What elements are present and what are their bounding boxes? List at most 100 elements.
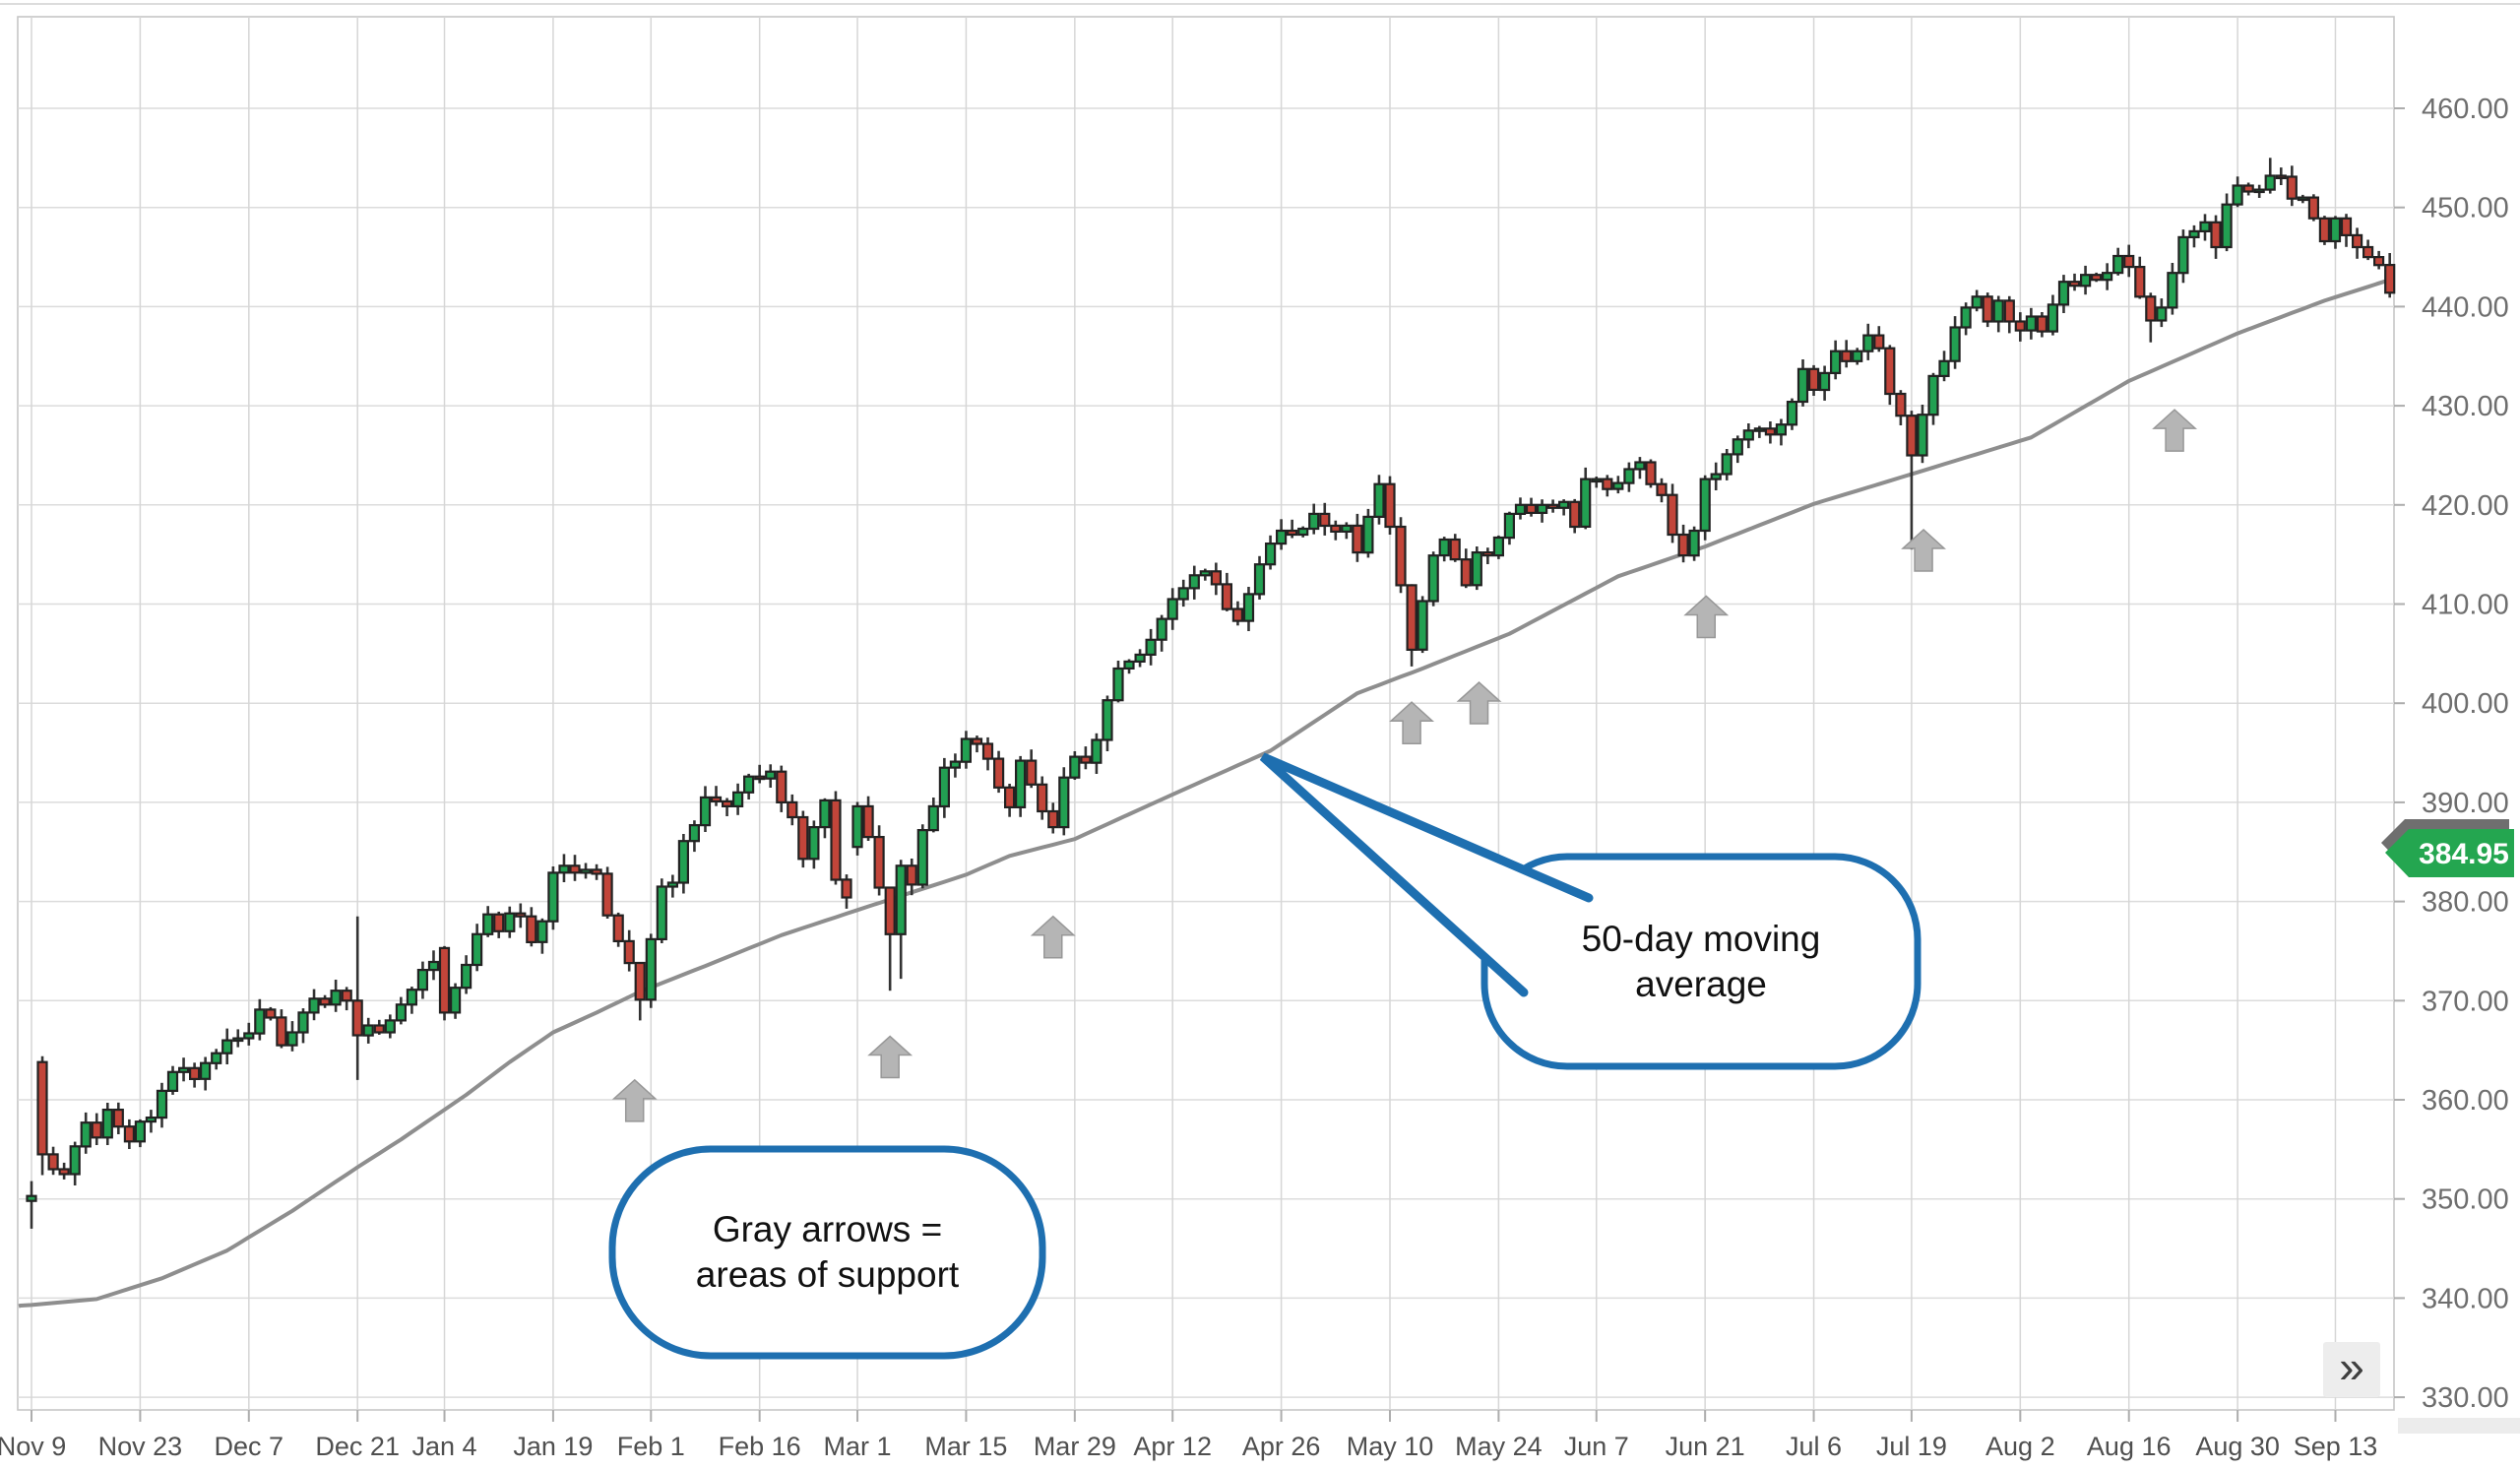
candle-body xyxy=(916,828,928,886)
candle-body xyxy=(351,999,363,1037)
y-axis-label: 450.00 xyxy=(2422,193,2509,224)
candle-body xyxy=(949,760,962,769)
candle-body xyxy=(254,1008,266,1035)
candle-body xyxy=(1286,529,1298,537)
candle-body xyxy=(91,1121,102,1139)
candle-body xyxy=(1471,550,1482,587)
x-axis-label: Jul 6 xyxy=(1786,1432,1842,1461)
ma50-line xyxy=(18,278,2391,1309)
candle-body xyxy=(265,1008,277,1019)
candle-body xyxy=(1841,350,1853,362)
candle-body xyxy=(69,1145,81,1176)
candle-body xyxy=(1069,755,1081,779)
candle-body xyxy=(1308,512,1320,531)
candle-body xyxy=(2264,174,2276,191)
candle-body xyxy=(80,1121,92,1148)
candle-body xyxy=(2177,235,2189,275)
y-axis-label: 440.00 xyxy=(2422,291,2509,323)
y-axis-label: 330.00 xyxy=(2422,1382,2509,1414)
candle-body xyxy=(2199,221,2211,233)
x-axis-label: Feb 16 xyxy=(719,1432,801,1461)
up-arrow-icon xyxy=(1030,915,1076,959)
y-axis-label: 460.00 xyxy=(2422,94,2509,125)
y-axis-label: 430.00 xyxy=(2422,391,2509,422)
candle-body xyxy=(895,864,907,935)
candle-body xyxy=(1210,570,1223,586)
candle-body xyxy=(601,872,613,917)
candle-body xyxy=(1188,574,1200,590)
candle-body xyxy=(1264,542,1277,566)
y-axis-label: 380.00 xyxy=(2422,887,2509,919)
candle-body xyxy=(721,799,733,808)
candle-body xyxy=(981,742,994,760)
candle-body xyxy=(797,815,809,861)
up-arrow-icon xyxy=(1456,681,1502,725)
candle-body xyxy=(2036,315,2048,333)
candle-body xyxy=(2102,272,2113,282)
candle-body xyxy=(2373,256,2385,267)
x-axis-label: Apr 26 xyxy=(1242,1432,1321,1461)
candle-body xyxy=(569,864,581,874)
candle-body xyxy=(1753,427,1766,432)
candle-body xyxy=(547,871,559,923)
jump-to-latest-button[interactable]: » xyxy=(2323,1341,2380,1397)
candle-body xyxy=(526,915,537,944)
candle-body xyxy=(1721,453,1732,476)
candle-body xyxy=(1818,371,1831,392)
candle-body xyxy=(1373,482,1385,519)
candle-body xyxy=(1884,347,1896,396)
up-arrow-icon xyxy=(2152,409,2198,452)
y-axis-label: 410.00 xyxy=(2422,590,2509,621)
candle-body xyxy=(776,770,788,804)
candle-body xyxy=(450,987,462,1014)
candle-body xyxy=(2242,184,2254,193)
candle-body xyxy=(2210,221,2222,249)
candle-body xyxy=(1123,660,1135,671)
plot-area[interactable] xyxy=(17,16,2395,1411)
y-axis-label: 420.00 xyxy=(2422,490,2509,522)
candle-body xyxy=(787,800,798,819)
up-arrow-icon xyxy=(1683,595,1730,639)
candle-body xyxy=(2307,196,2319,220)
candle-body xyxy=(2275,174,2287,180)
candle-body xyxy=(26,1194,37,1202)
double-chevron-right-icon: » xyxy=(2339,1341,2364,1392)
candle-body xyxy=(493,913,505,932)
candle-body xyxy=(765,770,777,780)
candle-body xyxy=(1775,423,1788,436)
candle-body xyxy=(2003,299,2015,323)
candle-body xyxy=(2068,281,2081,288)
candle-body xyxy=(623,939,635,965)
candle-body xyxy=(841,878,852,899)
candle-body xyxy=(1710,473,1722,480)
candle-body xyxy=(1395,525,1407,587)
up-arrow-icon xyxy=(1389,701,1435,744)
candle-body xyxy=(1026,759,1038,786)
badge-tag xyxy=(2385,829,2514,877)
candle-body xyxy=(200,1061,212,1080)
candle-body xyxy=(1503,512,1516,540)
candle-body xyxy=(960,737,973,763)
candle-body xyxy=(319,997,331,1006)
candle-body xyxy=(2253,188,2265,194)
candle-body xyxy=(308,997,320,1014)
candle-body xyxy=(232,1037,244,1043)
candle-body xyxy=(906,864,917,886)
x-axis-label: Apr 12 xyxy=(1133,1432,1212,1461)
candle-body xyxy=(1852,350,1863,362)
candle-body xyxy=(504,912,516,932)
candle-body xyxy=(1917,414,1928,457)
candle-body xyxy=(2286,175,2298,200)
candle-body xyxy=(1667,493,1678,537)
candle-body xyxy=(558,864,570,874)
candle-body xyxy=(1895,392,1907,417)
candle-body xyxy=(612,914,624,943)
candle-body xyxy=(2297,196,2308,202)
candle-body xyxy=(189,1066,201,1081)
x-axis-label: Jun 21 xyxy=(1666,1432,1745,1461)
candle-body xyxy=(1796,367,1809,404)
candle-body xyxy=(591,868,602,875)
candle-body xyxy=(1699,478,1711,533)
